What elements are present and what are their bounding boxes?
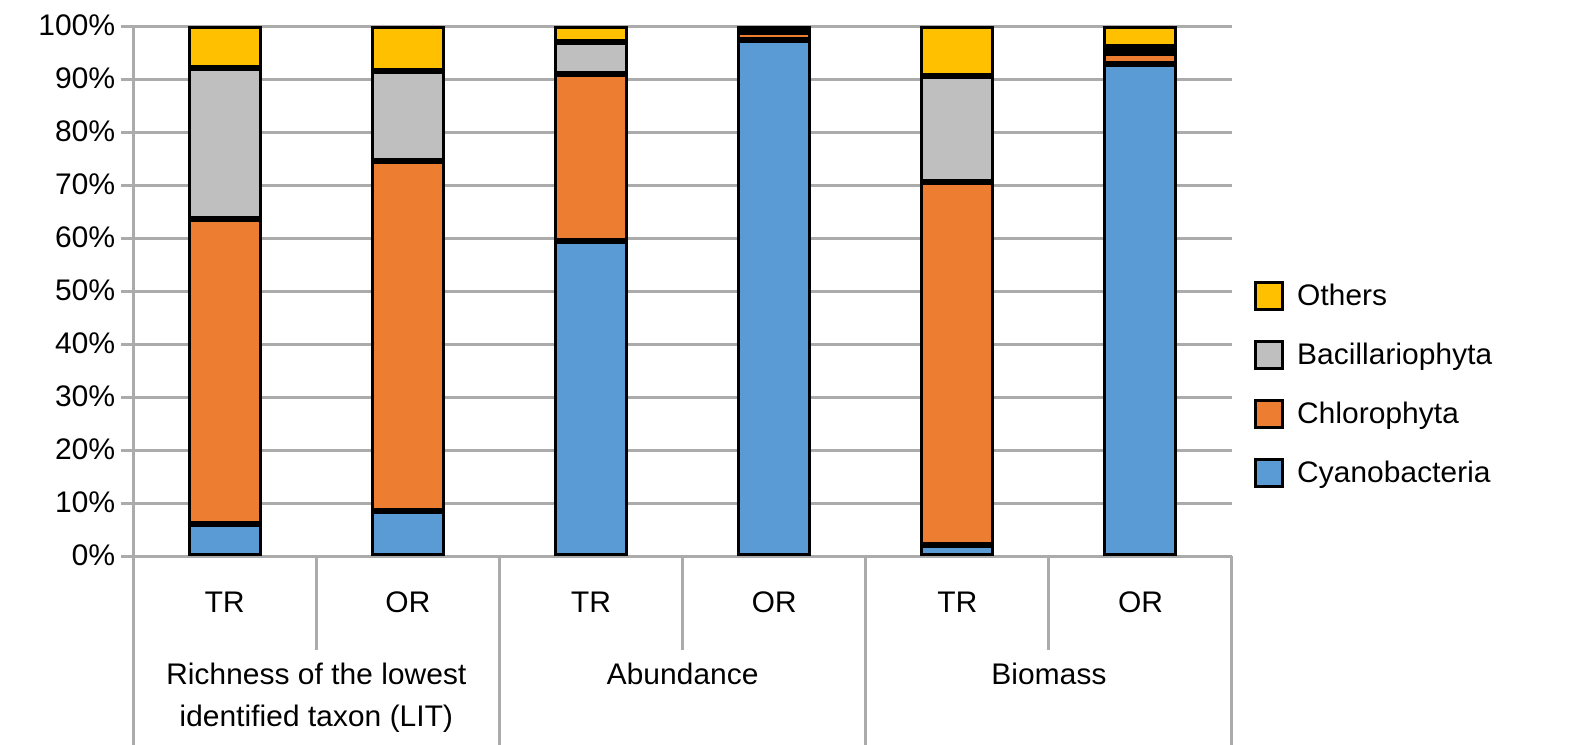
y-axis-tick-label: 0% <box>71 539 115 572</box>
y-axis-tick-label: 90% <box>54 62 115 95</box>
legend-label: Chlorophyta <box>1297 397 1459 430</box>
bar-cell <box>866 26 1049 556</box>
gridline <box>121 554 1232 558</box>
segment-bacillariophyta <box>1103 47 1178 54</box>
y-axis-tick-label: 10% <box>54 486 115 519</box>
y-axis-tick-label: 100% <box>38 9 115 42</box>
x-axis-group-label: Richness of the lowest identified taxon … <box>166 658 467 733</box>
plot-area <box>121 24 1232 558</box>
segment-others <box>187 26 262 69</box>
legend-swatch-cyanobacteria-icon <box>1254 458 1284 488</box>
x-axis-label: TR <box>570 586 611 619</box>
segment-chlorophyta <box>920 182 995 546</box>
gridline <box>121 395 1232 399</box>
segment-chlorophyta <box>737 32 812 40</box>
legend-label: Cyanobacteria <box>1297 456 1491 489</box>
gridline <box>121 130 1232 134</box>
segment-cyanobacteria <box>737 39 812 556</box>
y-axis-tick-labels: 0% 10% 20% 30% 40% 50% 60% 70% 80% 90% 100% <box>0 0 115 745</box>
gridline <box>121 342 1232 346</box>
gridline <box>121 236 1232 240</box>
legend-swatch-others-icon <box>1254 281 1284 311</box>
tr-or-divider <box>1046 556 1050 650</box>
bar-cell <box>316 26 499 556</box>
tr-or-divider <box>680 556 684 650</box>
x-axis-bar-labels: TR OR TR OR TR OR <box>133 556 1232 650</box>
segment-cyanobacteria <box>370 510 445 556</box>
segment-cyanobacteria <box>187 524 262 556</box>
bar-cell <box>499 26 682 556</box>
segment-bacillariophyta <box>920 76 995 183</box>
y-axis-line <box>131 26 135 745</box>
segment-chlorophyta <box>370 161 445 511</box>
bar-cell <box>133 26 316 556</box>
legend-entry: Chlorophyta <box>1254 397 1492 430</box>
stacked-bar-tr <box>553 26 628 556</box>
legend-label: Bacillariophyta <box>1297 338 1493 371</box>
segment-chlorophyta <box>1103 53 1178 64</box>
legend-label: Others <box>1297 279 1388 312</box>
segment-others <box>370 26 445 72</box>
gridline <box>121 24 1232 28</box>
y-axis-tick-label: 40% <box>54 327 115 360</box>
tr-or-divider <box>314 556 318 650</box>
y-axis-tick-label: 20% <box>54 433 115 466</box>
segment-cyanobacteria <box>1103 63 1178 556</box>
stacked-bar-or <box>1103 25 1178 556</box>
bar-cell <box>683 26 866 556</box>
stacked-bar-tr <box>920 26 995 556</box>
x-axis-group-label: Abundance <box>606 658 759 691</box>
segment-others <box>737 26 812 32</box>
segment-others <box>1103 25 1178 48</box>
y-axis-tick-label: 60% <box>54 221 115 254</box>
segment-bacillariophyta <box>370 71 445 162</box>
x-axis-label: OR <box>1117 586 1163 619</box>
bar-cell <box>1049 25 1232 556</box>
x-axis-group-label: Biomass <box>991 658 1107 691</box>
legend-entry: Bacillariophyta <box>1254 338 1493 371</box>
segment-cyanobacteria <box>553 240 628 556</box>
legend-swatch-chlorophyta-icon <box>1254 399 1284 429</box>
y-axis-tick-label: 70% <box>54 168 115 201</box>
legend-entry: Others <box>1254 279 1492 312</box>
segment-others <box>553 26 628 42</box>
legend-entry: Cyanobacteria <box>1254 456 1492 489</box>
gridline <box>121 448 1232 452</box>
segment-chlorophyta <box>553 73 628 241</box>
segment-cyanobacteria <box>920 545 995 556</box>
x-axis-group-labels: Richness of the lowest identified taxon … <box>133 650 1232 745</box>
x-axis-label: OR <box>385 586 431 619</box>
gridline <box>121 289 1232 293</box>
gridline <box>121 183 1232 187</box>
segment-chlorophyta <box>187 219 262 525</box>
gridline <box>121 501 1232 505</box>
segment-bacillariophyta <box>553 41 628 74</box>
axis-right-edge <box>1229 556 1233 745</box>
stacked-bar-or <box>737 26 812 556</box>
group-divider <box>863 556 867 745</box>
bars-container <box>133 25 1232 556</box>
gridline <box>121 77 1232 81</box>
x-axis-label: TR <box>937 586 978 619</box>
segment-others <box>920 26 995 77</box>
segment-bacillariophyta <box>187 68 262 220</box>
group-divider <box>497 556 501 745</box>
x-axis-label: TR <box>204 586 245 619</box>
y-axis-tick-label: 30% <box>54 380 115 413</box>
legend: Others Bacillariophyta Chlorophyta Cyanobac… <box>1254 279 1493 517</box>
y-axis-tick-label: 50% <box>54 274 115 307</box>
x-axis-label: OR <box>751 586 797 619</box>
stacked-bar-tr <box>187 26 262 556</box>
stacked-bar-or <box>370 26 445 556</box>
legend-swatch-bacillariophyta-icon <box>1254 340 1284 370</box>
y-axis-tick-label: 80% <box>54 115 115 148</box>
